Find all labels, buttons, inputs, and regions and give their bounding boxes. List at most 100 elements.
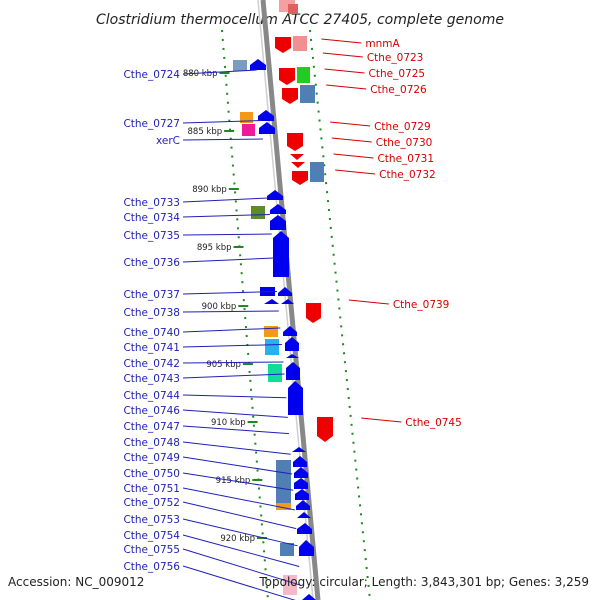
gene-feature xyxy=(293,36,307,51)
right-leader-line xyxy=(322,52,363,58)
kbp-label: 880 kbp xyxy=(183,69,218,79)
gene-feature xyxy=(267,190,283,200)
left-leader-line xyxy=(182,361,284,364)
gene-feature xyxy=(310,162,324,182)
left-leader-line xyxy=(182,310,279,313)
left-leader-line xyxy=(182,472,294,491)
tick-track-right xyxy=(309,29,371,600)
left-leader-line xyxy=(182,534,300,567)
right-gene-label[interactable]: Cthe_0745 xyxy=(405,417,462,429)
right-gene-label[interactable]: Cthe_0723 xyxy=(367,52,424,64)
gene-feature xyxy=(296,500,310,510)
kbp-label: 895 kbp xyxy=(197,243,232,253)
left-leader-line xyxy=(182,456,293,475)
left-gene-label[interactable]: Cthe_0754 xyxy=(123,530,180,542)
left-gene-label[interactable]: xerC xyxy=(156,135,180,147)
right-gene-labels: mnmA Cthe_0723 Cthe_0725 Cthe_0726 Cthe_0729… xyxy=(321,38,462,429)
left-gene-label[interactable]: Cthe_0755 xyxy=(123,544,180,556)
gene-feature xyxy=(278,287,292,296)
left-gene-label[interactable]: Cthe_0741 xyxy=(123,342,180,354)
left-gene-label[interactable]: Cthe_0727 xyxy=(123,118,180,130)
left-gene-label[interactable]: Cthe_0742 xyxy=(123,358,180,370)
left-gene-label[interactable]: Cthe_0749 xyxy=(123,452,180,464)
right-gene-label[interactable]: mnmA xyxy=(365,38,400,50)
left-leader-line xyxy=(182,69,257,75)
gene-feature xyxy=(251,206,265,219)
gene-feature xyxy=(294,467,308,478)
gene-feature xyxy=(281,299,294,304)
gene-feature xyxy=(270,204,286,214)
left-leader-line xyxy=(182,394,287,399)
kbp-label: 910 kbp xyxy=(211,418,246,428)
left-leader-line xyxy=(182,441,291,455)
right-leader-line xyxy=(335,169,376,175)
gene-feature xyxy=(279,68,295,85)
gene-feature xyxy=(297,523,312,534)
right-gene-label[interactable]: Cthe_0725 xyxy=(369,68,426,80)
left-gene-label[interactable]: Cthe_0747 xyxy=(123,421,180,433)
right-gene-label[interactable]: Cthe_0732 xyxy=(379,169,436,181)
left-gene-label[interactable]: Cthe_0743 xyxy=(123,373,180,385)
kbp-label: 885 kbp xyxy=(188,127,223,137)
right-gene-label[interactable]: Cthe_0726 xyxy=(370,84,427,96)
gene-feature xyxy=(317,417,333,442)
gene-feature xyxy=(287,133,303,151)
right-leader-line xyxy=(333,153,374,159)
left-gene-label[interactable]: Cthe_0740 xyxy=(123,327,180,339)
gene-feature xyxy=(276,503,291,510)
left-leader-line xyxy=(182,233,272,236)
right-leader-line xyxy=(330,121,371,127)
left-gene-label[interactable]: Cthe_0748 xyxy=(123,437,180,449)
left-gene-label[interactable]: Cthe_0744 xyxy=(123,390,180,402)
gene-feature xyxy=(250,59,266,70)
left-gene-label[interactable]: Cthe_0736 xyxy=(123,257,180,269)
right-gene-label[interactable]: Cthe_0731 xyxy=(377,153,434,165)
kbp-label: 905 kbp xyxy=(206,360,241,370)
left-gene-label[interactable]: Cthe_0750 xyxy=(123,468,180,480)
gene-feature xyxy=(293,456,307,467)
left-gene-label[interactable]: Cthe_0734 xyxy=(123,212,180,224)
left-leader-line xyxy=(182,138,263,141)
left-leader-line xyxy=(182,487,295,511)
kbp-label: 900 kbp xyxy=(202,302,237,312)
left-gene-label[interactable]: Cthe_0746 xyxy=(123,405,180,417)
left-leader-line xyxy=(182,120,262,124)
left-gene-label[interactable]: Cthe_0724 xyxy=(123,69,180,81)
gene-feature xyxy=(258,110,274,121)
left-gene-label[interactable]: Cthe_0738 xyxy=(123,307,180,319)
left-leader-line xyxy=(182,291,278,295)
gene-feature xyxy=(264,326,278,337)
gene-feature xyxy=(233,60,247,71)
left-leader-line xyxy=(182,565,296,600)
forward-strand-features xyxy=(250,59,316,600)
right-gene-label[interactable]: Cthe_0730 xyxy=(376,137,433,149)
left-gene-label[interactable]: Cthe_0752 xyxy=(123,497,180,509)
gene-feature xyxy=(297,67,310,83)
left-leader-line xyxy=(182,409,288,418)
gene-feature xyxy=(242,124,255,136)
left-gene-label[interactable]: Cthe_0753 xyxy=(123,514,180,526)
left-gene-label[interactable]: Cthe_0756 xyxy=(123,561,180,573)
gene-feature xyxy=(302,594,316,600)
right-gene-label[interactable]: Cthe_0739 xyxy=(393,299,450,311)
left-gene-label[interactable]: Cthe_0735 xyxy=(123,230,180,242)
gene-feature xyxy=(295,489,309,500)
left-leader-line xyxy=(182,344,282,348)
gene-feature xyxy=(276,460,291,504)
left-gene-label[interactable]: Cthe_0733 xyxy=(123,197,180,209)
left-gene-label[interactable]: Cthe_0737 xyxy=(123,289,180,301)
topology-text: Topology: circular; Length: 3,843,301 bp… xyxy=(258,575,589,589)
gene-feature xyxy=(275,37,291,53)
left-leader-line xyxy=(182,214,270,218)
gene-feature xyxy=(294,478,308,489)
map-title: Clostridium thermocellum ATCC 27405, com… xyxy=(96,12,504,28)
left-leader-line xyxy=(182,501,297,530)
right-gene-label[interactable]: Cthe_0729 xyxy=(374,121,431,133)
gene-feature xyxy=(283,575,297,595)
left-gene-label[interactable]: Cthe_0751 xyxy=(123,483,180,495)
left-leader-line xyxy=(182,327,281,333)
gene-feature xyxy=(297,512,311,518)
gene-feature xyxy=(290,154,304,160)
gene-feature xyxy=(285,337,299,351)
